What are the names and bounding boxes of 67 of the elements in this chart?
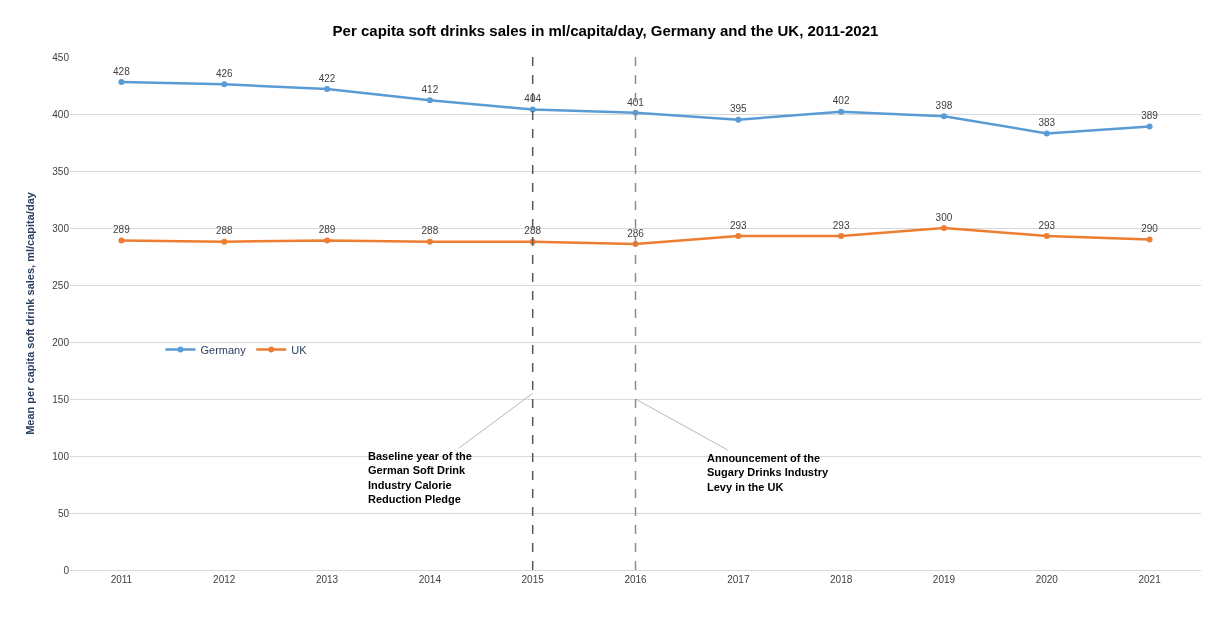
data-label: 288 xyxy=(421,225,439,237)
legend-label: Germany xyxy=(200,343,247,356)
data-label: 289 xyxy=(318,224,336,236)
data-label: 289 xyxy=(113,224,131,236)
point xyxy=(1043,232,1050,239)
legend-label: UK xyxy=(291,343,308,356)
data-label: 286 xyxy=(627,227,645,239)
x-tick-label: 2011 xyxy=(110,574,133,585)
point xyxy=(940,113,947,120)
data-label: 293 xyxy=(832,219,850,231)
data-label: 300 xyxy=(935,211,953,223)
data-label: 290 xyxy=(1141,223,1159,235)
point xyxy=(735,116,742,123)
x-tick-label: 2018 xyxy=(830,574,853,585)
data-label: 426 xyxy=(215,68,234,80)
point xyxy=(426,97,433,104)
point xyxy=(426,238,433,245)
y-tick-label: 250 xyxy=(52,279,70,291)
point xyxy=(324,85,331,92)
y-axis-title: Mean per capita soft drink sales, ml/capita/day xyxy=(23,191,36,435)
y-tick-label: 350 xyxy=(52,165,70,177)
point xyxy=(735,232,742,239)
data-label: 395 xyxy=(729,103,748,115)
y-tick-label: 300 xyxy=(52,222,70,234)
y-tick-label: 100 xyxy=(52,450,70,462)
y-tick-label: 150 xyxy=(52,393,70,405)
data-label: 293 xyxy=(1038,219,1056,231)
x-tick-label: 2016 xyxy=(624,574,648,585)
y-tick-label: 50 xyxy=(57,507,70,519)
annotation: Baseline year of the German Soft Drink Industry Calorie Reduction Pledge xyxy=(368,450,472,505)
x-tick-label: 2014 xyxy=(418,574,442,585)
x-tick-label: 2017 xyxy=(727,574,750,585)
point xyxy=(118,237,125,244)
point xyxy=(221,81,228,88)
x-tick-label: 2019 xyxy=(932,574,956,585)
point xyxy=(940,225,947,231)
point xyxy=(838,108,845,115)
point xyxy=(118,79,125,86)
data-label: 401 xyxy=(627,96,645,108)
y-tick-label: 400 xyxy=(52,108,70,120)
point xyxy=(1043,130,1050,137)
point xyxy=(838,232,845,239)
point xyxy=(1146,123,1153,130)
data-label: 288 xyxy=(524,225,542,237)
annotation: Announcement of the Sugary Drinks Industry Levy in the UK xyxy=(707,452,829,493)
y-tick-label: 200 xyxy=(52,336,70,348)
data-label: 288 xyxy=(215,225,234,237)
data-label: 412 xyxy=(421,84,439,96)
data-label: 383 xyxy=(1038,117,1056,129)
x-tick-label: 2012 xyxy=(213,574,236,585)
point xyxy=(324,237,331,244)
y-tick-label: 450 xyxy=(52,51,70,63)
x-tick-label: 2013 xyxy=(315,574,339,585)
data-label: 389 xyxy=(1141,110,1159,122)
x-tick-label: 2020 xyxy=(1035,574,1059,585)
point xyxy=(1146,236,1153,243)
chart-title: Per capita soft drinks sales in ml/capita/day, Germany and the UK, 2011-2021 xyxy=(332,21,879,39)
data-label: 293 xyxy=(729,219,748,231)
data-label: 398 xyxy=(935,100,953,112)
data-label: 402 xyxy=(832,95,850,107)
point xyxy=(529,106,536,113)
x-tick-label: 2015 xyxy=(521,574,545,585)
data-label: 428 xyxy=(113,65,131,77)
data-label: 422 xyxy=(318,72,336,84)
point xyxy=(221,238,228,245)
y-tick-label: 0 xyxy=(63,564,70,576)
x-tick-label: 2021 xyxy=(1138,574,1162,585)
